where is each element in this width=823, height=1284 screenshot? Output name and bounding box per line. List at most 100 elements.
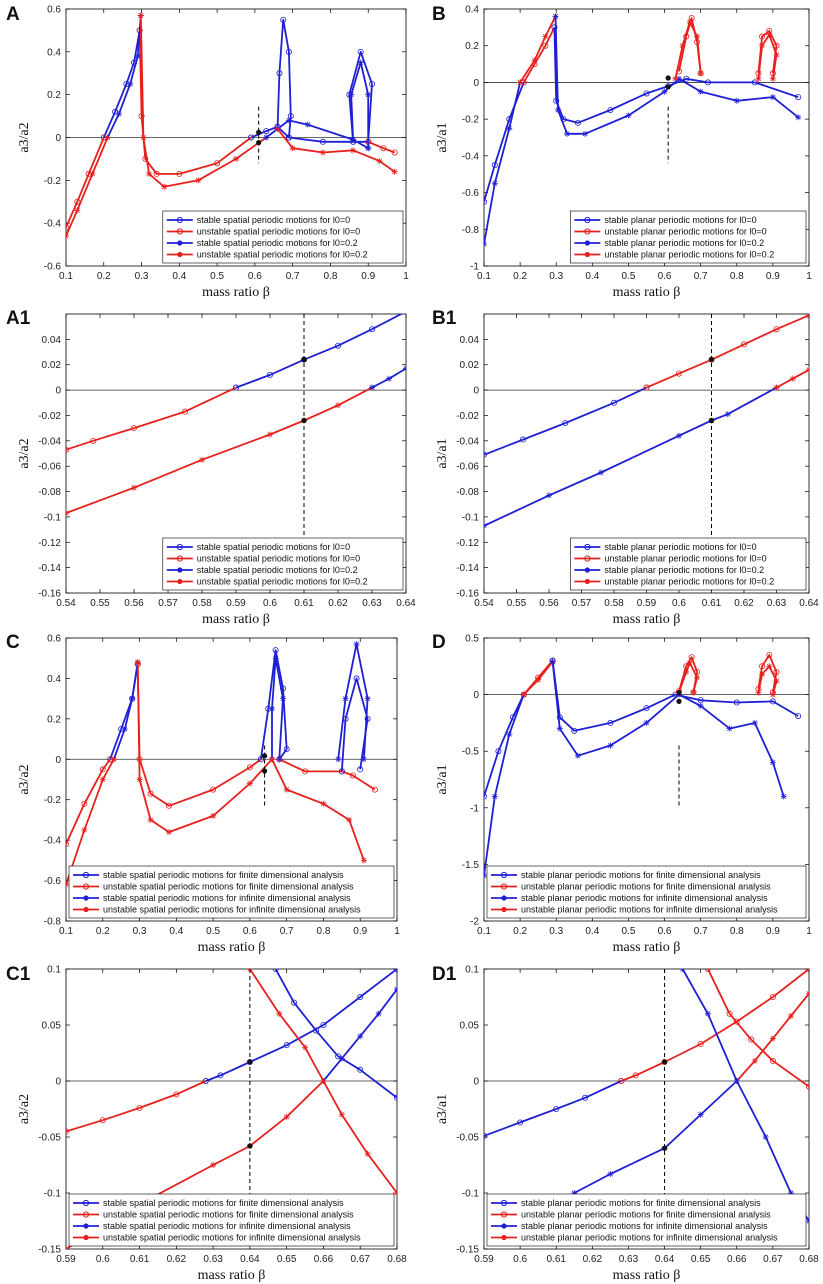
data-marker (564, 130, 571, 137)
y-axis-label: a3/a2 (17, 1094, 32, 1124)
x-tick-label: 1 (403, 271, 409, 282)
data-marker (517, 79, 524, 86)
data-marker (280, 16, 287, 23)
data-marker (697, 697, 704, 704)
data-marker (368, 80, 375, 87)
y-tick-label: -0.6 (462, 188, 480, 199)
data-marker (131, 484, 137, 491)
data-marker (679, 42, 686, 49)
legend-label: unstable planar periodic motions for l0=… (604, 554, 766, 564)
data-marker (283, 786, 290, 793)
data-marker (795, 713, 802, 720)
data-marker (726, 725, 733, 732)
legend-label: unstable planar periodic motions for l0=… (604, 227, 766, 237)
data-marker (127, 80, 134, 87)
y-tick-label: -0.15 (456, 1245, 479, 1256)
y-tick-label: -0.1 (462, 1189, 480, 1200)
data-marker (263, 134, 270, 141)
x-tick-label: 0.6 (243, 926, 257, 937)
data-marker (66, 233, 69, 240)
data-marker (283, 1042, 290, 1049)
data-marker (274, 125, 281, 132)
data-marker (773, 678, 780, 685)
data-marker (360, 857, 367, 864)
legend-marker (500, 1211, 508, 1218)
data-marker (582, 130, 589, 137)
data-marker (153, 170, 160, 177)
data-marker (773, 384, 780, 391)
y-tick-label: -0.1 (44, 512, 62, 523)
series-group (484, 651, 802, 879)
data-marker (766, 31, 773, 38)
series-line (484, 82, 525, 203)
legend-label: stable spatial periodic motions for l0=0 (197, 542, 350, 552)
x-tick-label: 0.64 (240, 1254, 260, 1265)
data-marker (285, 48, 292, 55)
panel-a1: A1 0.54 0.55 0.56 0.57 0.58 0.59 0.6 0.61 0.62 0.6… (6, 308, 416, 627)
series-line (109, 664, 139, 760)
x-tick-label: 0.6 (658, 926, 672, 937)
y-tick-label: 0 (473, 690, 479, 701)
data-marker (136, 776, 143, 783)
x-tick-label: 0.66 (314, 1254, 334, 1265)
x-tick-label: 0.8 (316, 926, 330, 937)
data-marker (484, 793, 487, 800)
data-marker (643, 90, 650, 97)
data-marker (112, 108, 119, 115)
data-marker (210, 812, 217, 819)
legend-marker (584, 555, 591, 562)
axes-box (483, 8, 810, 267)
data-marker (762, 1134, 769, 1140)
y-tick-label: -0.06 (456, 462, 479, 473)
data-marker (350, 136, 357, 143)
legend-marker (584, 228, 591, 235)
x-tick-label: 1 (806, 926, 812, 937)
series-group (66, 314, 406, 517)
intersection-point (262, 753, 268, 759)
data-marker (360, 756, 367, 763)
y-tick-label: -2 (470, 917, 479, 928)
data-marker (773, 668, 780, 675)
data-marker (134, 53, 141, 60)
y-tick-label: -0.8 (44, 917, 62, 928)
y-tick-label: -0.04 (38, 436, 61, 447)
panel-d: D 0.1 0.2 0.3 0.4 0.5 0.6 0.7 0.8 0.9 1 -2 -1.5 -1 -0.… (432, 632, 812, 955)
legend-marker (83, 1223, 89, 1229)
legend-label: stable spatial periodic motions for infi… (103, 893, 351, 903)
data-marker (173, 1091, 180, 1098)
legend-marker (177, 240, 183, 246)
data-marker (350, 147, 357, 154)
x-tick-label: 0.65 (277, 1254, 297, 1265)
data-marker (484, 198, 487, 205)
x-tick-label: 0.9 (766, 271, 780, 282)
data-marker (751, 719, 758, 726)
legend: stable spatial periodic motions for fini… (68, 1193, 395, 1247)
data-marker (724, 411, 731, 418)
data-marker (267, 431, 273, 438)
y-tick-label: -0.1 (44, 1189, 62, 1200)
x-tick-label: 0.7 (694, 926, 708, 937)
data-marker (611, 399, 618, 406)
data-marker (268, 756, 275, 763)
legend-marker (83, 906, 89, 913)
axes-box (65, 637, 398, 922)
data-marker (769, 1057, 776, 1064)
axes-box (483, 637, 810, 922)
data-marker (335, 756, 342, 763)
data-marker (121, 725, 128, 732)
data-marker (697, 70, 704, 77)
y-axis-label: a3/a1 (435, 122, 450, 152)
y-axis-label: a3/a2 (17, 764, 32, 794)
x-tick-label: 0.8 (323, 271, 337, 282)
panel-letter: B1 (432, 308, 457, 329)
data-marker (806, 990, 809, 997)
x-tick-label: 0.54 (56, 598, 76, 609)
data-marker (491, 793, 498, 800)
x-tick-label: 0.57 (572, 598, 592, 609)
data-marker (364, 695, 371, 702)
data-marker (643, 705, 650, 712)
x-tick-label: 0.63 (362, 598, 382, 609)
legend-label: unstable spatial periodic motions for l0… (197, 227, 360, 237)
panel-letter: A (6, 4, 20, 25)
